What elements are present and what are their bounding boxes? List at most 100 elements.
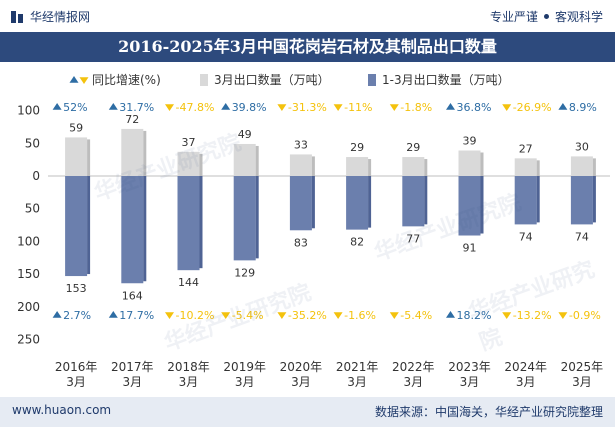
growth-label-q1: -10.2% [176,309,215,322]
growth-up-icon [52,102,62,110]
bars [65,128,596,284]
bar-march [458,150,481,176]
bar-q1-side [311,176,315,229]
bar-q1-side [424,176,428,225]
data-label-q1: 164 [122,289,143,302]
bar-march-side [311,156,315,176]
bar-march-side [536,160,540,176]
data-label-march: 49 [238,128,252,141]
data-label-q1: 83 [294,236,308,249]
data-label-q1: 144 [178,276,199,289]
bar-q1 [570,176,593,225]
growth-down-icon [502,104,512,112]
footer-site: www.huaon.com [12,403,112,417]
data-label-q1: 74 [519,230,533,243]
bar-q1-side [536,176,540,223]
growth-label-march: 8.9% [569,101,597,114]
data-label-march: 37 [182,136,196,149]
x-tick-label: 2025年 [561,360,604,374]
growth-down-icon [221,312,231,320]
y-tick-label: 150 [17,267,40,281]
brand: 华经情报网 [10,8,90,25]
x-tick-label: 3月 [291,375,311,389]
chart-title: 2016-2025年3月中国花岗岩石材及其制品出口数量 [0,32,615,62]
bar-march-side [199,153,203,176]
growth-label-march: -11% [344,101,372,114]
growth-up-icon [446,310,455,318]
growth-label-q1: -0.9% [569,309,601,322]
bar-march [289,154,312,176]
growth-up-icon [52,310,62,318]
growth-label-q1: 17.7% [119,309,154,322]
data-label-q1: 82 [350,236,364,249]
bar-march-side [255,145,259,176]
chart: 同比增速(%) 3月出口数量（万吨） 1-3月出口数量（万吨） 100 50 0 50 10… [17,72,610,389]
growth-down-icon [389,312,399,320]
bar-q1-side [480,176,484,234]
bar-march-side [592,158,596,176]
separator-dot-icon [543,14,549,19]
brand-name: 华经情报网 [30,10,91,24]
growth-label-march: 52% [63,101,87,114]
bar-q1-side [199,176,203,269]
x-tick-label: 2021年 [336,360,379,374]
data-label-march: 29 [350,141,364,154]
tagline-left: 专业严谨 [489,10,538,24]
bar-march [177,151,200,176]
bar-march-side [143,130,147,176]
y-tick-label: 100 [17,104,40,118]
brand-logo-icon [11,10,23,23]
growth-label-q1: -1.6% [344,309,376,322]
bar-q1 [402,176,425,227]
growth-down-icon [558,312,568,320]
x-tick-label: 3月 [235,375,255,389]
bar-q1-side [143,176,147,282]
bar-q1 [233,176,256,261]
footer-source: 数据来源：中国海关，华经产业研究院整理 [374,405,603,419]
growth-label-march: -26.9% [513,101,552,114]
bar-q1-side [255,176,259,259]
bar-march [121,128,144,176]
growth-label-q1: -13.2% [513,309,552,322]
x-tick-label: 3月 [403,375,423,389]
data-label-q1: 153 [66,282,87,295]
bar-march-side [480,152,484,176]
x-tick-label: 2022年 [392,360,435,374]
legend-label: 3月出口数量（万吨） [214,72,330,87]
growth-up-icon [108,310,118,318]
bar-q1-side [368,176,372,228]
growth-down-icon [333,312,343,320]
growth-label-march: 31.7% [119,101,154,114]
y-tick-label: 0 [32,169,40,183]
growth-label-q1: 2.7% [63,309,91,322]
x-tick-label: 2020年 [280,360,323,374]
data-label-q1: 91 [463,242,477,255]
bar-q1-side [87,176,91,275]
x-tick-label: 2017年 [111,360,154,374]
legend: 同比增速(%) 3月出口数量（万吨） 1-3月出口数量（万吨） [69,72,510,87]
growth-label-march: -47.8% [176,101,215,114]
legend-down-triangle-icon [79,77,89,85]
x-tick-label: 3月 [460,375,480,389]
growth-down-icon [277,104,287,112]
bar-march-side [87,139,91,176]
y-tick-label: 50 [25,202,40,216]
tagline-right: 客观科学 [554,10,603,24]
bar-q1 [514,176,537,225]
y-tick-label: 200 [17,300,40,314]
x-tick-label: 2019年 [223,360,266,374]
bar-march [65,137,88,176]
bar-march [570,156,593,176]
legend-label: 同比增速(%) [92,73,161,87]
bar-q1 [458,176,481,236]
x-tick-label: 2018年 [167,360,210,374]
growth-down-icon [333,104,343,112]
legend-up-triangle-icon [69,75,79,83]
growth-up-icon [558,102,568,110]
x-tick-label: 2024年 [504,360,547,374]
x-tick-label: 3月 [66,375,86,389]
y-tick-label: 250 [17,333,40,347]
bar-march [514,158,537,176]
bar-q1 [346,176,369,230]
x-tick-label: 3月 [347,375,367,389]
